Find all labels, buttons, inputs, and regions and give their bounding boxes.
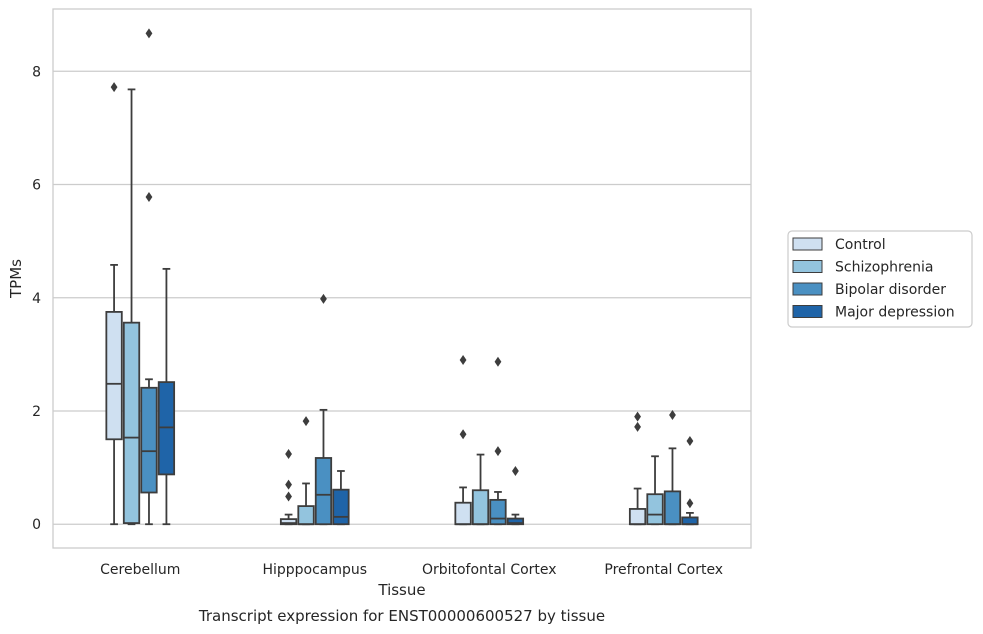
- outlier-point: [459, 355, 467, 366]
- box-iqr: [297, 505, 315, 526]
- x-tick-label: Prefrontal Cortex: [604, 562, 723, 578]
- outlier-point: [145, 191, 153, 202]
- box-0-0: [105, 82, 123, 526]
- y-tick-label: 6: [32, 178, 41, 194]
- box-iqr: [506, 517, 525, 526]
- x-tick-label: Orbitofontal Cortex: [422, 562, 557, 578]
- x-axis-label: Tissue: [377, 581, 425, 599]
- box-iqr: [681, 516, 699, 526]
- box-iqr: [122, 321, 141, 524]
- box-iqr: [454, 501, 472, 526]
- box-2-1: [471, 453, 490, 526]
- x-axis-ticks: Cerebellum Hipppocampus Orbitofontal Corte…: [100, 562, 723, 578]
- box-1-0: [279, 449, 298, 526]
- box-2-0: [454, 355, 472, 526]
- legend-swatch: [792, 260, 823, 273]
- box-3-2: [663, 409, 682, 526]
- legend: Control Schizophrenia Bipolar disorder Majo…: [787, 230, 973, 328]
- y-axis-ticks: 0 2 4 6 8: [32, 64, 41, 533]
- outlier-point: [110, 82, 118, 93]
- outlier-point: [634, 411, 641, 422]
- outlier-point: [285, 479, 292, 490]
- legend-label: Control: [835, 237, 886, 253]
- box-3-1: [646, 455, 664, 526]
- y-tick-label: 2: [32, 404, 41, 420]
- box-2-3: [506, 466, 525, 526]
- box-iqr: [628, 508, 647, 526]
- outlier-point: [320, 293, 327, 304]
- outlier-point: [669, 409, 676, 420]
- grid-lines: [53, 70, 751, 525]
- y-tick-label: 8: [32, 64, 41, 80]
- box-iqr: [332, 488, 350, 526]
- box-iqr: [314, 457, 333, 526]
- outlier-point: [145, 28, 153, 39]
- box-iqr: [279, 518, 298, 526]
- outlier-point: [686, 435, 694, 446]
- box-1-2: [314, 293, 333, 526]
- legend-label: Schizophrenia: [835, 260, 933, 276]
- box-iqr: [489, 498, 507, 526]
- box-iqr: [663, 490, 682, 526]
- outlier-point: [634, 421, 641, 432]
- box-iqr: [646, 493, 664, 526]
- box-iqr: [471, 489, 490, 526]
- box-1-1: [297, 416, 315, 526]
- plot-frame: [52, 8, 752, 549]
- box-groups: [105, 28, 699, 526]
- outlier-point: [494, 356, 502, 367]
- box-2-2: [489, 356, 507, 526]
- y-tick-label: 4: [32, 291, 41, 307]
- legend-swatch: [792, 282, 823, 296]
- outlier-point: [459, 429, 467, 440]
- outlier-point: [285, 449, 292, 460]
- outlier-point: [686, 498, 694, 509]
- box-iqr: [140, 386, 158, 494]
- legend-label: Bipolar disorder: [835, 282, 946, 298]
- outlier-point: [302, 416, 310, 427]
- legend-frame: [787, 230, 973, 328]
- x-tick-label: Hipppocampus: [262, 562, 367, 578]
- box-0-1: [122, 88, 141, 526]
- outlier-point: [512, 466, 519, 476]
- x-tick-label: Cerebellum: [100, 562, 180, 578]
- chart-caption: Transcript expression for ENST0000060052…: [198, 607, 605, 625]
- outlier-point: [285, 491, 292, 502]
- box-0-3: [157, 267, 176, 526]
- box-3-3: [681, 435, 699, 526]
- legend-swatch: [792, 305, 823, 318]
- legend-swatch: [792, 237, 823, 251]
- legend-label: Major depression: [835, 305, 955, 321]
- box-1-3: [332, 470, 350, 526]
- box-iqr: [105, 311, 123, 441]
- box-3-0: [628, 411, 647, 526]
- y-tick-label: 0: [32, 517, 41, 533]
- box-0-2: [140, 28, 158, 526]
- outlier-point: [494, 446, 502, 457]
- y-axis-label: TPMs: [7, 259, 25, 299]
